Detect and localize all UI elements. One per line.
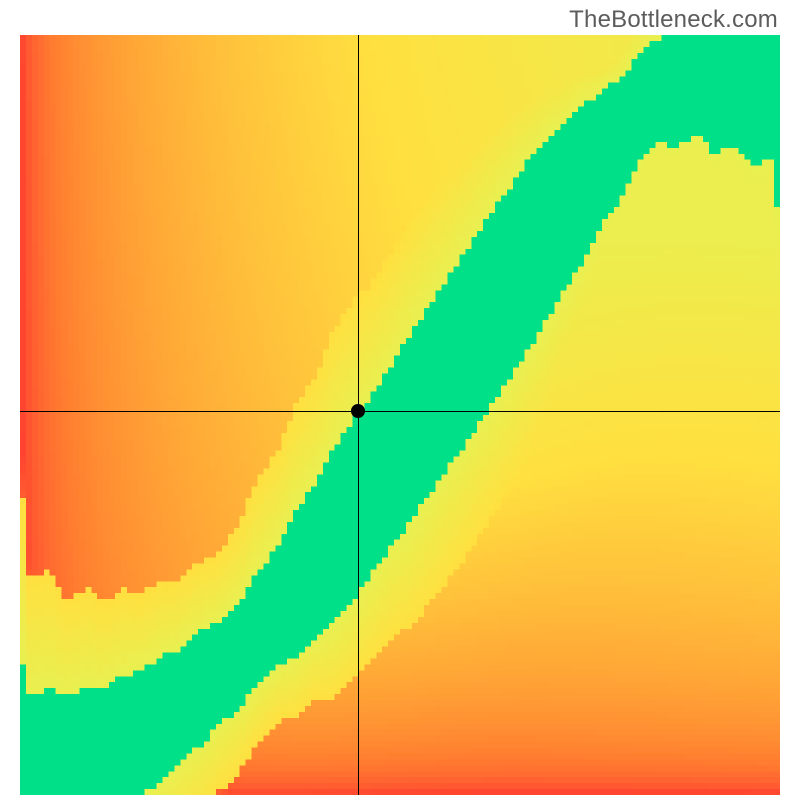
heatmap-canvas bbox=[20, 35, 780, 795]
chart-container: TheBottleneck.com bbox=[0, 0, 800, 800]
crosshair-horizontal bbox=[20, 411, 780, 412]
marker-point bbox=[351, 404, 365, 418]
watermark-text: TheBottleneck.com bbox=[569, 6, 778, 34]
